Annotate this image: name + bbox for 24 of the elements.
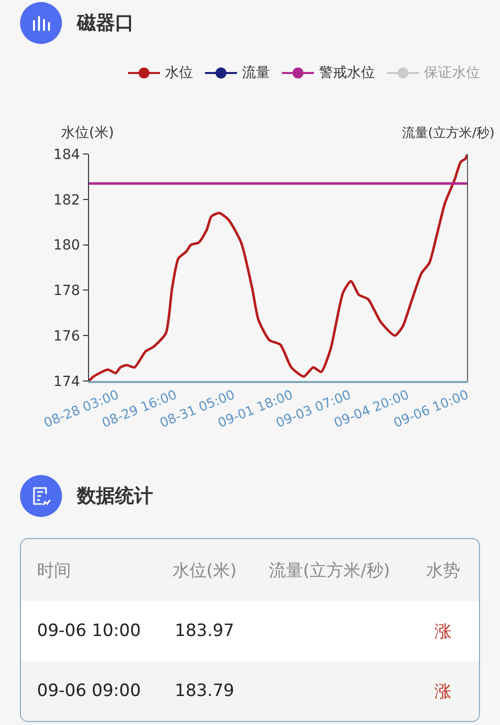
legend-label: 流量 bbox=[242, 64, 270, 82]
y-tick-label: 180 bbox=[53, 238, 80, 254]
y-axis-title: 水位(米) bbox=[61, 125, 114, 141]
text: 涨 bbox=[434, 682, 452, 702]
y-tick-label: 184 bbox=[53, 146, 80, 163]
y2-axis-title: 流量(立方米/秒) bbox=[402, 125, 495, 141]
category-label: 水位(米) bbox=[171, 560, 238, 582]
category-label: 水势 bbox=[425, 560, 461, 582]
text: 183.79 bbox=[174, 681, 234, 701]
text: 183.97 bbox=[174, 621, 234, 641]
text: 涨 bbox=[434, 622, 452, 642]
legend-label: 保证水位 bbox=[424, 64, 480, 82]
y-tick-label: 176 bbox=[53, 328, 80, 344]
chart-title: 磁器口 bbox=[77, 11, 134, 36]
legend-label: 水位 bbox=[165, 64, 193, 82]
y-tick-label: 182 bbox=[53, 192, 80, 208]
text: 数据统计 bbox=[77, 484, 153, 509]
y-tick-label: 178 bbox=[53, 283, 80, 300]
y-tick-label: 174 bbox=[53, 374, 80, 390]
category-label: 09-06 09:00 bbox=[37, 681, 141, 701]
text: 09-06 10:00 bbox=[37, 621, 141, 641]
category-label: 时间 bbox=[36, 560, 72, 582]
category-label: 流量(立方米/秒) bbox=[268, 560, 391, 582]
legend-label: 警戒水位 bbox=[319, 64, 375, 82]
